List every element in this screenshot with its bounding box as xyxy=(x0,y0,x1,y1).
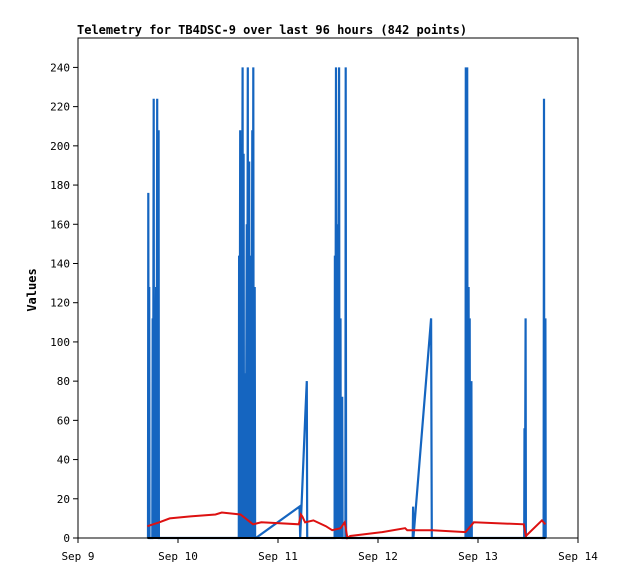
x-tick-label: Sep 12 xyxy=(358,550,398,563)
y-tick-label: 180 xyxy=(50,179,70,192)
y-axis-label: Values xyxy=(25,268,39,311)
y-tick-label: 40 xyxy=(57,454,70,467)
x-tick-label: Sep 14 xyxy=(558,550,598,563)
series-line-1 xyxy=(146,67,547,540)
x-tick-label: Sep 10 xyxy=(158,550,198,563)
y-tick-label: 20 xyxy=(57,493,70,506)
y-tick-label: 200 xyxy=(50,140,70,153)
x-axis: Sep 9 Sep 10 Sep 11 Sep 12 Sep 13 Sep 14 xyxy=(61,538,598,563)
y-tick-label: 240 xyxy=(50,61,70,74)
x-tick-label: Sep 9 xyxy=(61,550,94,563)
chart-title: Telemetry for TB4DSC-9 over last 96 hour… xyxy=(77,23,467,37)
y-tick-label: 80 xyxy=(57,375,70,388)
series-layer xyxy=(146,67,547,540)
y-tick-label: 140 xyxy=(50,257,70,270)
series-line-2 xyxy=(147,511,547,540)
y-tick-label: 60 xyxy=(57,414,70,427)
x-tick-label: Sep 13 xyxy=(458,550,498,563)
plot-frame xyxy=(77,37,579,539)
y-tick-label: 220 xyxy=(50,101,70,114)
y-axis: 0 20 40 60 80 100 120 140 160 180 200 220 240 xyxy=(50,61,78,545)
y-tick-label: 160 xyxy=(50,218,70,231)
y-tick-label: 100 xyxy=(50,336,70,349)
x-tick-label: Sep 11 xyxy=(258,550,298,563)
y-tick-label: 120 xyxy=(50,297,70,310)
y-tick-label: 0 xyxy=(63,532,70,545)
